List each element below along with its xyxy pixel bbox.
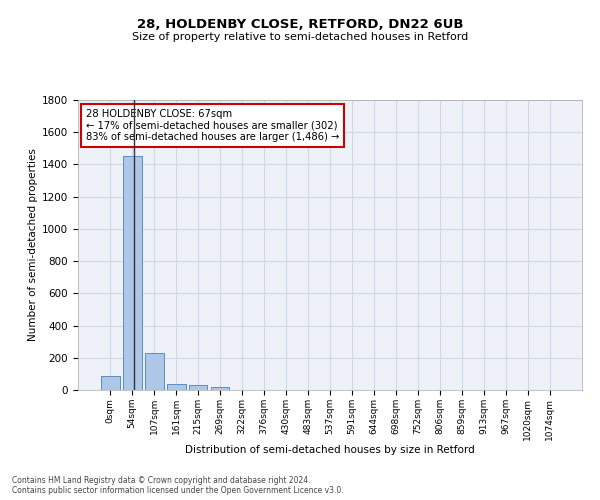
Bar <box>211 387 229 390</box>
Y-axis label: Number of semi-detached properties: Number of semi-detached properties <box>28 148 38 342</box>
Text: 28 HOLDENBY CLOSE: 67sqm
← 17% of semi-detached houses are smaller (302)
83% of : 28 HOLDENBY CLOSE: 67sqm ← 17% of semi-d… <box>86 108 339 142</box>
Bar <box>101 376 119 390</box>
X-axis label: Distribution of semi-detached houses by size in Retford: Distribution of semi-detached houses by … <box>185 445 475 455</box>
Text: Size of property relative to semi-detached houses in Retford: Size of property relative to semi-detach… <box>132 32 468 42</box>
Bar <box>167 384 185 390</box>
Text: Contains HM Land Registry data © Crown copyright and database right 2024.: Contains HM Land Registry data © Crown c… <box>12 476 311 485</box>
Text: 28, HOLDENBY CLOSE, RETFORD, DN22 6UB: 28, HOLDENBY CLOSE, RETFORD, DN22 6UB <box>137 18 463 30</box>
Bar <box>145 353 164 390</box>
Bar <box>123 156 142 390</box>
Bar <box>189 385 208 390</box>
Text: Contains public sector information licensed under the Open Government Licence v3: Contains public sector information licen… <box>12 486 344 495</box>
